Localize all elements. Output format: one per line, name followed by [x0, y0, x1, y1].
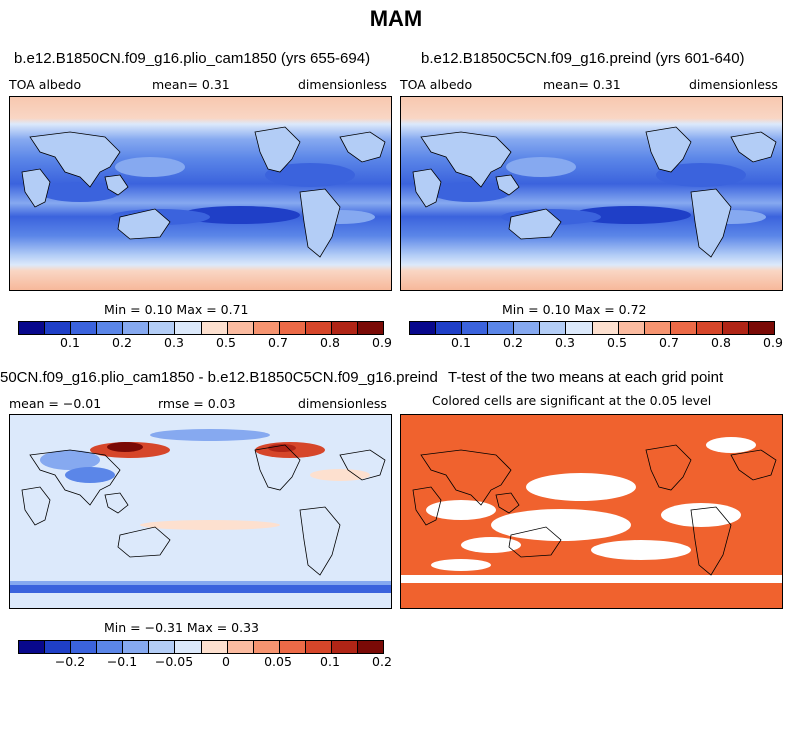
colorbar-tick-label: −0.05 — [154, 654, 194, 669]
colorbar-swatch — [45, 641, 72, 653]
colorbar-swatch — [19, 641, 46, 653]
colorbar-swatch — [331, 322, 359, 334]
colorbar-swatch — [279, 322, 306, 334]
colorbar-swatch — [514, 322, 541, 334]
panel-diff-rmse: rmse = 0.03 — [158, 396, 236, 411]
colorbar-swatch — [305, 641, 332, 653]
colorbar-tick-label: 0.1 — [451, 335, 471, 350]
colorbar-swatch — [696, 322, 723, 334]
colorbar-tick-label: 0.1 — [60, 335, 80, 350]
colorbar-swatch — [436, 322, 463, 334]
panel-diff-mean: mean = −0.01 — [9, 396, 102, 411]
coastlines — [21, 126, 386, 258]
map-diff — [9, 414, 392, 609]
colorbar-swatch — [253, 641, 280, 653]
coastlines — [21, 444, 386, 576]
colorbar-tick-label: 0.5 — [216, 335, 236, 350]
panel-diff-units: dimensionless — [298, 396, 387, 411]
colorbar-tick-label: −0.1 — [106, 654, 138, 669]
colorbar-swatch — [410, 322, 437, 334]
colorbar-plio — [18, 321, 384, 335]
colorbar-swatch — [201, 641, 228, 653]
colorbar-diff — [18, 640, 384, 654]
colorbar-swatch — [358, 322, 384, 334]
colorbar-tick-label: 0.7 — [659, 335, 679, 350]
colorbar-swatch — [566, 322, 593, 334]
colorbar-tick-label: 0.2 — [503, 335, 523, 350]
colorbar-swatch — [45, 322, 72, 334]
panel-plio-stats: Min = 0.10 Max = 0.71 — [104, 302, 249, 317]
colorbar-swatch — [175, 322, 202, 334]
colorbar-tick-label: 0.3 — [555, 335, 575, 350]
colorbar-swatch — [670, 322, 697, 334]
colorbar-tick-label: 0.5 — [607, 335, 627, 350]
colorbar-preind — [409, 321, 775, 335]
panel-preind-stats: Min = 0.10 Max = 0.72 — [502, 302, 647, 317]
colorbar-swatch — [227, 641, 254, 653]
panel-plio-title: b.e12.B1850CN.f09_g16.plio_cam1850 (yrs … — [14, 50, 371, 67]
colorbar-swatch — [123, 641, 150, 653]
colorbar-tick-label: 0 — [222, 654, 230, 669]
panel-diff-title: 50CN.f09_g16.plio_cam1850 - b.e12.B1850C… — [0, 369, 438, 386]
colorbar-swatch — [71, 641, 98, 653]
panel-preind-units: dimensionless — [689, 77, 778, 92]
colorbar-swatch — [71, 322, 98, 334]
map-preind — [400, 96, 783, 291]
colorbar-swatch — [149, 641, 176, 653]
colorbar-tick-label: 0.8 — [320, 335, 340, 350]
colorbar-swatch — [462, 322, 489, 334]
colorbar-swatch — [97, 322, 124, 334]
colorbar-tick-label: 0.9 — [372, 335, 392, 350]
diff-patches — [10, 429, 391, 593]
colorbar-swatch — [253, 322, 280, 334]
map-ttest — [400, 414, 783, 609]
colorbar-tick-label: −0.2 — [54, 654, 86, 669]
colorbar-swatch — [149, 322, 176, 334]
panel-preind-mean: mean= 0.31 — [543, 77, 621, 92]
panel-preind-variable: TOA albedo — [400, 77, 473, 92]
colorbar-tick-label: 0.1 — [320, 654, 340, 669]
coastlines — [412, 444, 777, 576]
colorbar-swatch — [97, 641, 124, 653]
colorbar-swatch — [201, 322, 228, 334]
colorbar-swatch — [592, 322, 619, 334]
panel-ttest-title: T-test of the two means at each grid poi… — [448, 369, 724, 386]
colorbar-swatch — [488, 322, 515, 334]
colorbar-swatch — [19, 322, 46, 334]
coastlines — [412, 126, 777, 258]
colorbar-swatch — [279, 641, 306, 653]
panel-plio-units: dimensionless — [298, 77, 387, 92]
panel-diff-stats: Min = −0.31 Max = 0.33 — [104, 620, 259, 635]
panel-plio-variable: TOA albedo — [9, 77, 82, 92]
map-plio — [9, 96, 392, 291]
colorbar-swatch — [540, 322, 567, 334]
insignificant-regions — [401, 437, 782, 583]
panel-plio-mean: mean= 0.31 — [152, 77, 230, 92]
figure-title: MAM — [369, 6, 423, 31]
colorbar-swatch — [358, 641, 384, 653]
colorbar-swatch — [227, 322, 254, 334]
colorbar-tick-label: 0.05 — [264, 654, 292, 669]
colorbar-tick-label: 0.3 — [164, 335, 184, 350]
colorbar-swatch — [749, 322, 775, 334]
colorbar-swatch — [331, 641, 359, 653]
colorbar-tick-label: 0.9 — [763, 335, 783, 350]
colorbar-swatch — [644, 322, 671, 334]
panel-preind-title: b.e12.B1850C5CN.f09_g16.preind (yrs 601-… — [421, 50, 745, 67]
colorbar-tick-label: 0.8 — [711, 335, 731, 350]
colorbar-tick-label: 0.7 — [268, 335, 288, 350]
colorbar-swatch — [123, 322, 150, 334]
colorbar-swatch — [305, 322, 332, 334]
colorbar-swatch — [175, 641, 202, 653]
panel-ttest-subtitle: Colored cells are significant at the 0.0… — [432, 393, 712, 408]
colorbar-swatch — [618, 322, 645, 334]
colorbar-swatch — [722, 322, 750, 334]
colorbar-tick-label: 0.2 — [372, 654, 392, 669]
colorbar-tick-label: 0.2 — [112, 335, 132, 350]
